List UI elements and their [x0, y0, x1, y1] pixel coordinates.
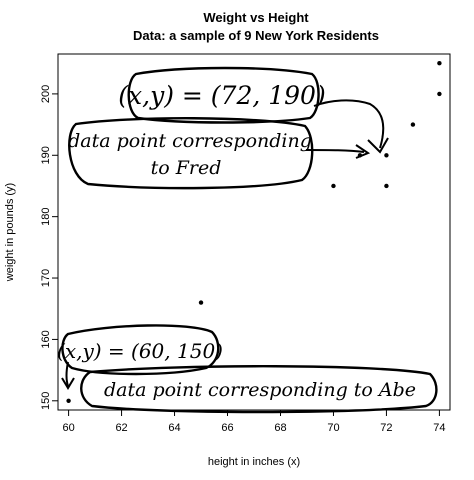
- data-point: [437, 61, 442, 66]
- y-tick-label: 160: [40, 330, 52, 348]
- data-point: [66, 398, 71, 403]
- data-point: [331, 183, 336, 189]
- x-tick-label: 62: [115, 422, 127, 434]
- y-axis-label: weight in pounds (y): [4, 183, 16, 282]
- arrowhead-abe: [61, 377, 75, 390]
- arrowhead-fred: [367, 137, 389, 154]
- annotation-fred-label-line1: data point corresponding: [68, 130, 312, 152]
- y-axis: 150 160 170 180 190 200: [40, 85, 58, 410]
- y-tick-label: 150: [40, 392, 52, 410]
- annotation-fred-label-line2: to Fred: [151, 157, 222, 179]
- x-tick-label: 68: [274, 422, 286, 434]
- arrow-to-fred-2: [305, 149, 365, 153]
- annotation-fred-label: data point corresponding to Fred: [68, 117, 314, 190]
- annotation-abe-label-text: data point corresponding to Abe: [104, 379, 416, 401]
- y-tick-label: 180: [40, 207, 52, 225]
- x-tick-label: 74: [433, 422, 445, 434]
- chart-subtitle: Data: a sample of 9 New York Residents: [133, 28, 379, 43]
- y-tick-label: 170: [40, 269, 52, 287]
- plot-frame: [57, 53, 451, 411]
- data-point: [437, 91, 442, 97]
- annotation-abe-label: data point corresponding to Abe: [80, 365, 438, 414]
- y-tick-label: 190: [40, 146, 52, 164]
- x-axis-label: height in inches (x): [208, 456, 300, 468]
- x-tick-label: 72: [380, 422, 392, 434]
- data-point: [198, 300, 204, 305]
- x-tick-label: 66: [221, 422, 233, 434]
- annotation-fred-coords-text: (x,y) = (72, 190): [118, 81, 325, 110]
- data-point: [384, 153, 389, 158]
- data-point: [410, 122, 416, 127]
- chart-title: Weight vs Height: [203, 10, 309, 25]
- arrow-to-fred: [313, 99, 385, 149]
- annotation-abe-coords-text: (x,y) = (60, 150): [57, 339, 223, 363]
- arrowhead-fred-2: [355, 144, 371, 159]
- x-tick-label: 60: [62, 422, 74, 434]
- arrow-to-abe: [65, 361, 69, 387]
- annotation-abe-coords: (x,y) = (60, 150): [57, 324, 223, 376]
- x-tick-label: 70: [327, 422, 339, 434]
- annotation-fred-coords: (x,y) = (72, 190): [118, 66, 326, 124]
- x-axis: 60 62 64 66 68 70 72 74: [62, 410, 446, 434]
- x-tick-label: 64: [168, 422, 180, 434]
- y-tick-label: 200: [40, 85, 52, 103]
- data-point: [384, 183, 389, 189]
